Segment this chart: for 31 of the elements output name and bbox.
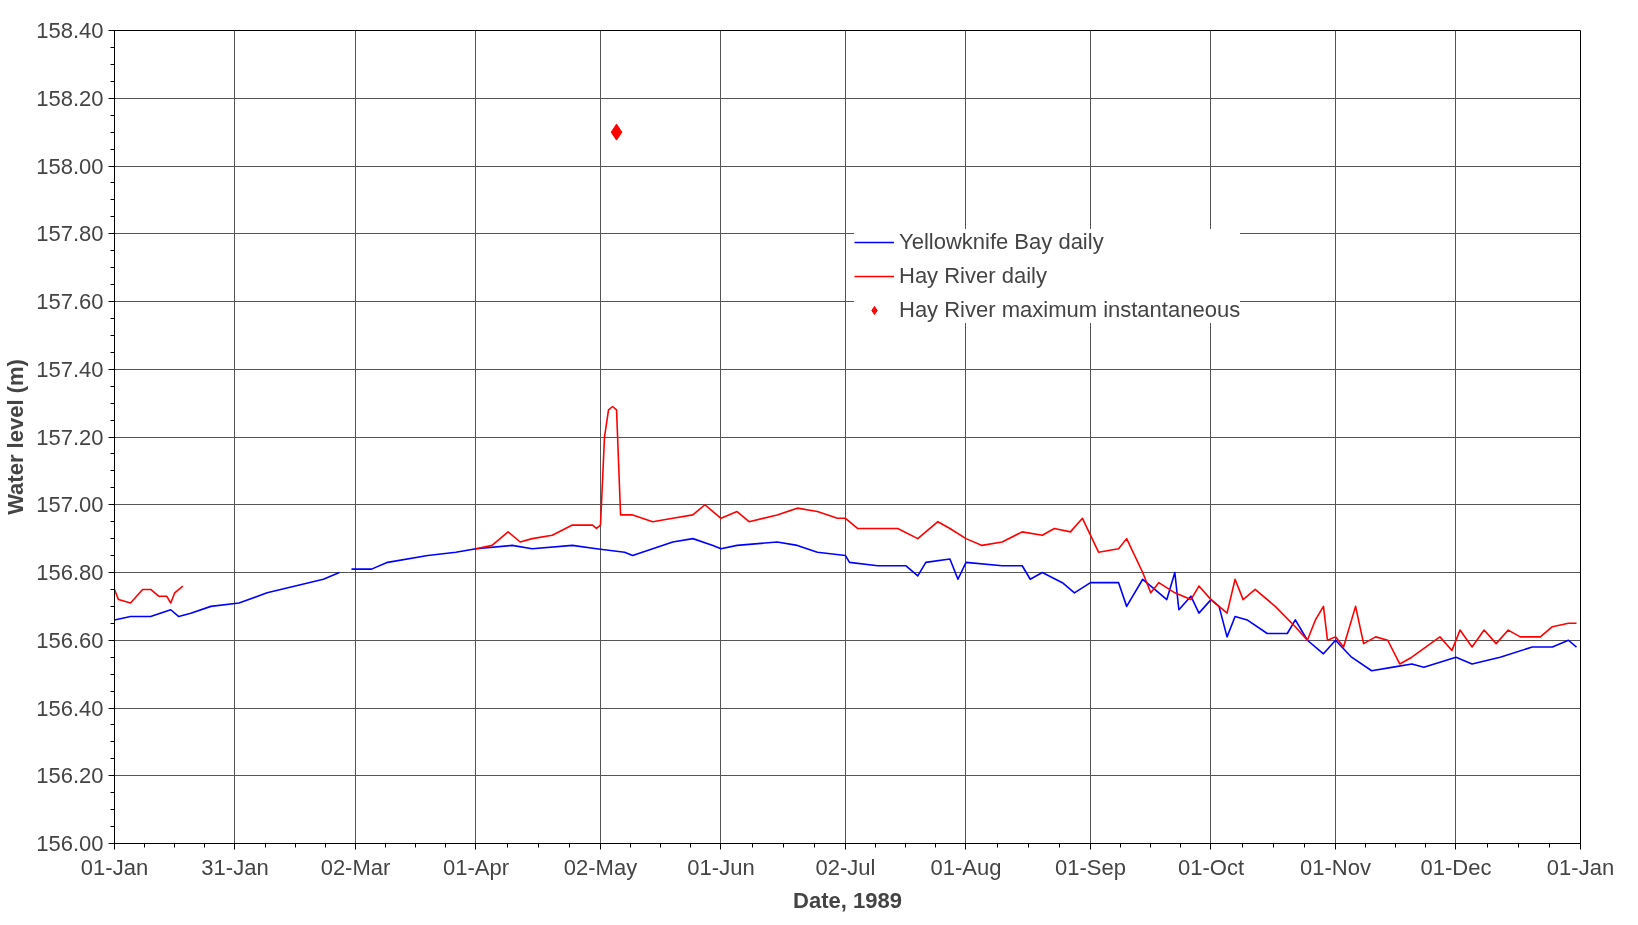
y-tick-label: 156.40 — [36, 695, 104, 721]
x-tick-label: 01-Nov — [1300, 854, 1371, 880]
x-tick-label: 02-Jul — [815, 854, 876, 880]
y-tick-label: 157.60 — [36, 289, 104, 314]
y-tick-label: 157.20 — [36, 424, 104, 450]
legend-label: Hay River maximum instantaneous — [899, 297, 1241, 323]
y-tick-label: 156.80 — [36, 560, 104, 585]
y-tick-label: 157.40 — [36, 356, 104, 382]
y-tick-label: 156.20 — [36, 763, 104, 789]
x-tick-label: 01-Jan — [80, 854, 149, 880]
x-tick-label: 02-May — [563, 854, 638, 880]
x-tick-label: 02-Mar — [320, 854, 391, 880]
legend-label: Yellowknife Bay daily — [899, 229, 1104, 255]
y-tick-label: 157.80 — [36, 221, 104, 247]
y-tick-label: 158.40 — [36, 18, 104, 43]
x-tick-label: 01-Jan — [1546, 854, 1615, 880]
x-tick-label: 01-Dec — [1420, 854, 1492, 880]
legend-label: Hay River daily — [899, 263, 1047, 289]
x-tick-label: 01-Sep — [1055, 854, 1126, 880]
x-axis-title: Date, 1989 — [793, 887, 902, 913]
y-tick-label: 158.00 — [36, 153, 104, 179]
x-tick-label: 31-Jan — [201, 854, 269, 880]
y-tick-label: 158.20 — [36, 85, 104, 111]
y-tick-label: 156.00 — [36, 831, 104, 856]
y-axis-title: Water level (m) — [3, 359, 29, 515]
y-tick-label: 157.00 — [36, 492, 104, 518]
x-tick-label: 01-Apr — [442, 854, 510, 880]
x-tick-label: 01-Aug — [930, 854, 1002, 880]
x-tick-label: 01-Jun — [687, 854, 755, 880]
y-tick-label: 156.60 — [36, 627, 104, 653]
x-tick-label: 01-Oct — [1177, 854, 1245, 880]
